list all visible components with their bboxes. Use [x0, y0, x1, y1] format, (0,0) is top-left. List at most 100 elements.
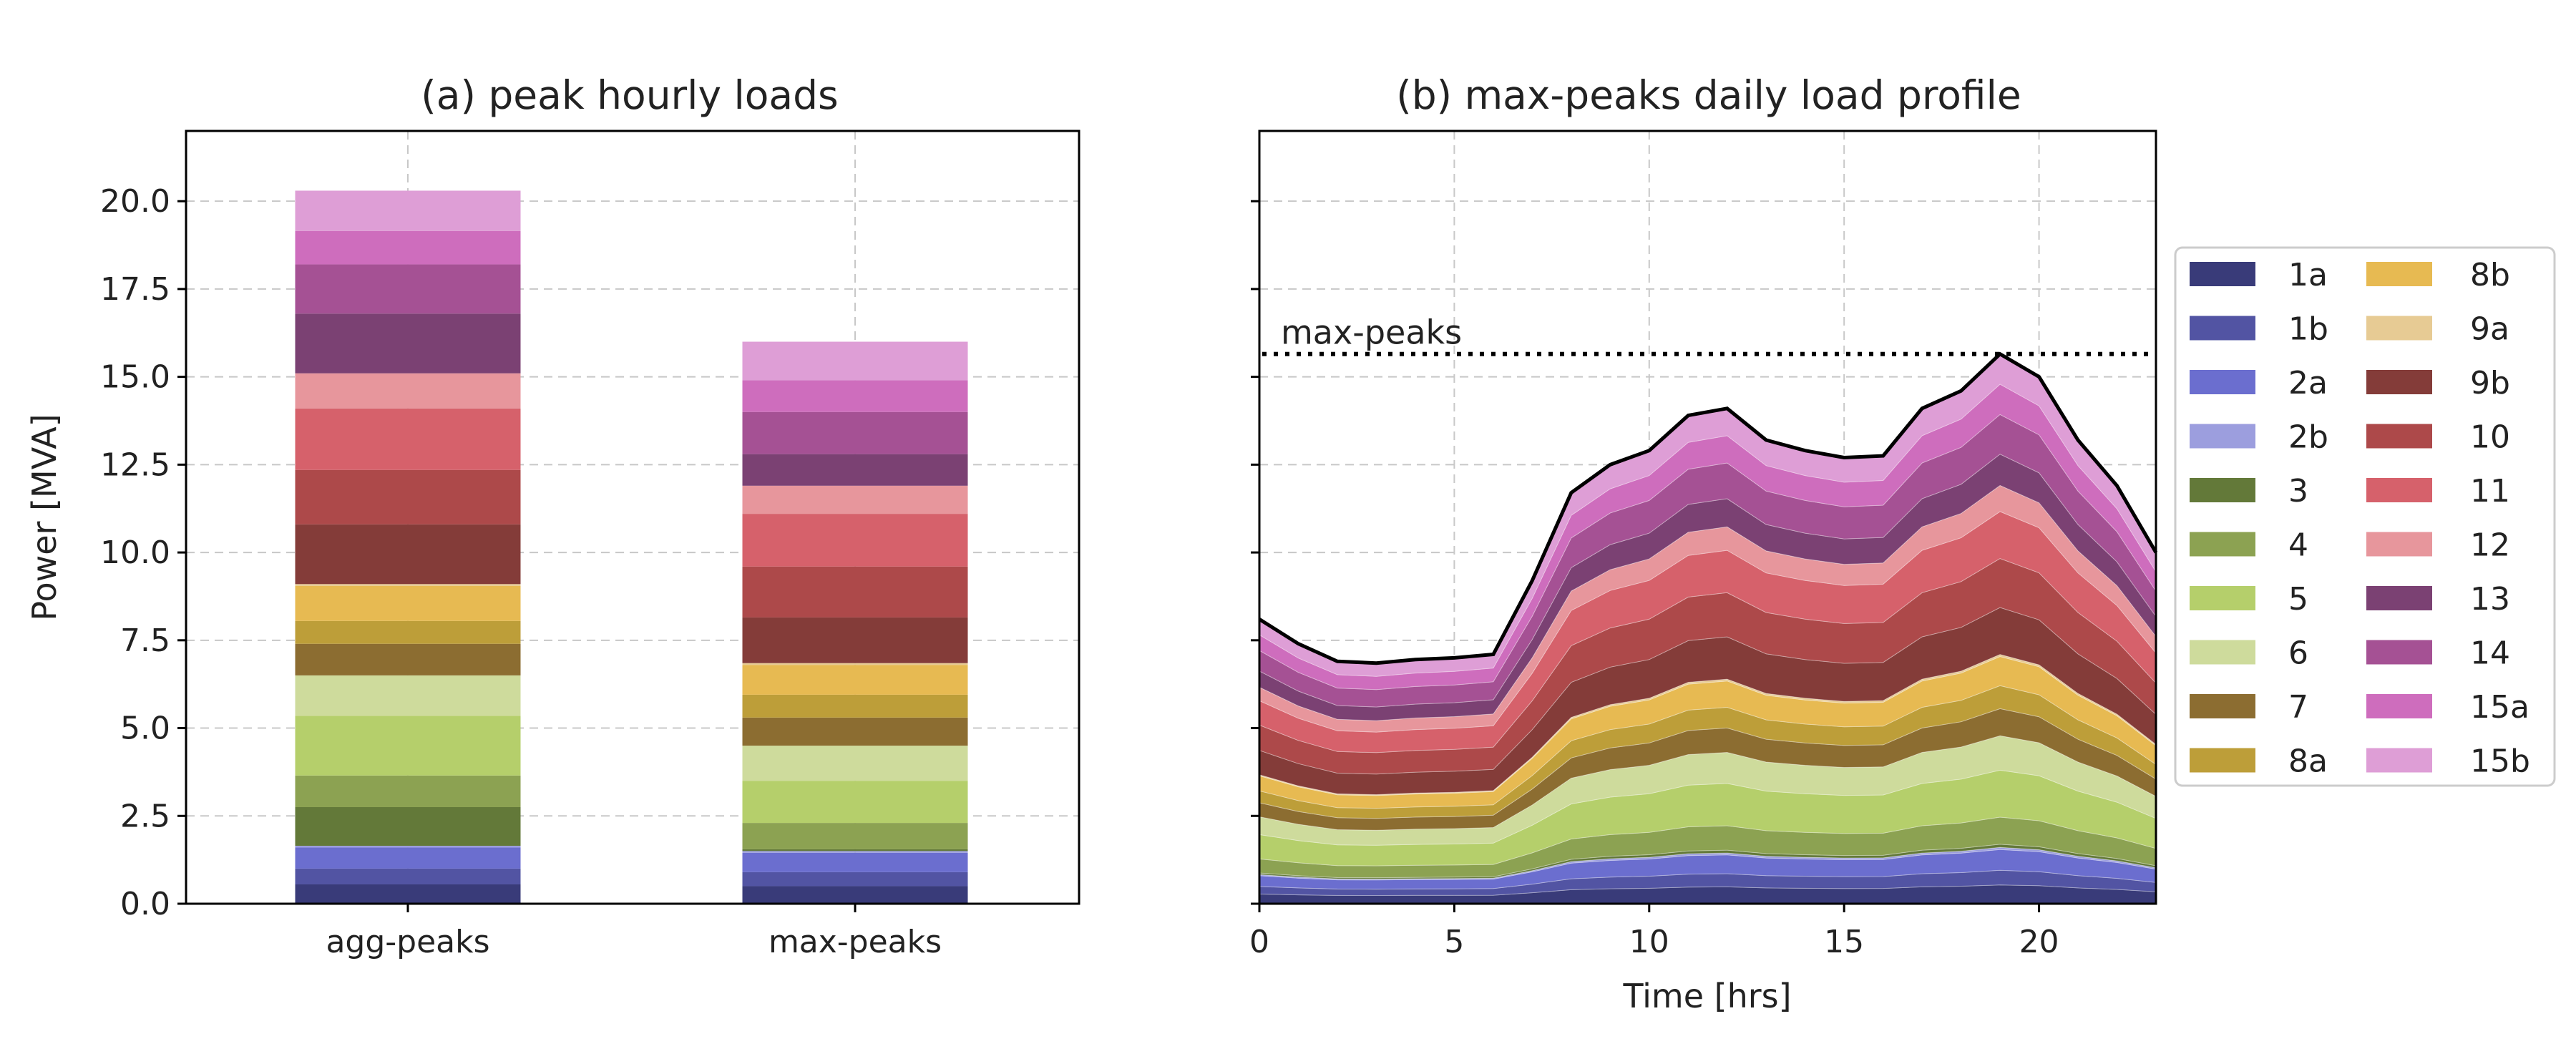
bar-segment-14 — [742, 411, 968, 454]
legend-swatch-15b — [2366, 748, 2432, 773]
panel-a-bar-chart: (a) peak hourly loads Power [MVA] 0.0 2.5… — [25, 72, 1080, 960]
legend-label-7: 7 — [2288, 689, 2308, 726]
chart-b-title: (b) max-peaks daily load profile — [1396, 72, 2021, 118]
legend-label-9b: 9b — [2470, 365, 2510, 401]
bar-segment-8b — [742, 665, 968, 695]
legend-swatch-2b — [2190, 424, 2255, 449]
chart-a-title: (a) peak hourly loads — [421, 72, 838, 118]
bar-segment-7 — [295, 643, 521, 675]
legend-label-3: 3 — [2288, 473, 2308, 509]
bar-segment-3 — [742, 849, 968, 851]
bar-segment-9a — [295, 584, 521, 586]
bar-segment-15a — [295, 230, 521, 265]
bar-segment-4 — [295, 775, 521, 807]
y-tick-label: 0.0 — [120, 886, 170, 922]
legend-swatch-7 — [2190, 694, 2255, 718]
y-tick-label: 10.0 — [100, 535, 170, 571]
bar-segment-2a — [742, 852, 968, 872]
legend-swatch-13 — [2366, 586, 2432, 610]
bar-segment-4 — [742, 823, 968, 849]
legend-swatch-10 — [2366, 424, 2432, 449]
chart-b-frame — [1258, 130, 2157, 905]
legend-swatch-6 — [2190, 640, 2255, 665]
x-tick-label: 15 — [1824, 924, 1864, 960]
bar-segment-9b — [295, 524, 521, 585]
legend-swatch-1a — [2190, 262, 2255, 286]
legend-label-6: 6 — [2288, 635, 2308, 672]
y-tick-label: 7.5 — [120, 623, 170, 659]
chart-a-frame — [185, 130, 1080, 905]
bar-segment-13 — [742, 454, 968, 486]
chart-legend: 1a 1b 2a 2b 3 4 5 6 7 8a 8b 9a 9b 10 11 12 13 14 15a 15b — [2174, 246, 2556, 787]
chart-b-yticks — [1251, 200, 1259, 905]
y-tick-label: 12.5 — [100, 446, 170, 483]
legend-label-2a: 2a — [2288, 365, 2328, 401]
legend-label-15a: 15a — [2470, 689, 2529, 726]
legend-swatch-8b — [2366, 262, 2432, 286]
legend-label-11: 11 — [2470, 473, 2510, 509]
legend-swatch-4 — [2190, 532, 2255, 557]
legend-swatch-5 — [2190, 586, 2255, 610]
legend-label-2b: 2b — [2288, 419, 2328, 456]
bar-segment-9b — [742, 617, 968, 663]
bar-segment-11 — [295, 408, 521, 470]
legend-label-13: 13 — [2470, 581, 2510, 618]
legend-label-1b: 1b — [2288, 311, 2328, 348]
bar-segment-2b — [295, 846, 521, 848]
chart-a-yticks: 0.0 2.5 5.0 7.5 10.0 12.5 15.0 17.5 20.0 — [100, 183, 186, 922]
legend-label-9a: 9a — [2470, 311, 2509, 348]
bar-segment-10 — [295, 469, 521, 524]
bar-segment-15b — [742, 341, 968, 381]
bar-segment-3 — [295, 807, 521, 846]
legend-label-10: 10 — [2470, 419, 2510, 456]
chart-b-total-line — [1258, 351, 2158, 665]
bar-segment-6 — [742, 746, 968, 781]
legend-label-8a: 8a — [2288, 743, 2328, 780]
legend-label-15b: 15b — [2470, 743, 2530, 780]
bar-segment-12 — [295, 373, 521, 409]
bar-segment-5 — [295, 716, 521, 776]
x-tick-label: agg-peaks — [326, 924, 489, 960]
bar-segment-7 — [742, 717, 968, 746]
bar-segment-10 — [742, 566, 968, 618]
legend-label-8b: 8b — [2470, 257, 2510, 293]
bar-segment-15a — [742, 380, 968, 412]
chart-b-areas — [1259, 353, 2157, 904]
chart-a-bars — [295, 190, 968, 904]
legend-frame — [2174, 246, 2556, 787]
bar-segment-15b — [295, 190, 521, 231]
legend-swatch-12 — [2366, 532, 2432, 557]
bar-segment-1b — [295, 868, 521, 884]
legend-label-5: 5 — [2288, 581, 2308, 618]
x-tick-label: 10 — [1629, 924, 1669, 960]
bar-segment-2a — [295, 847, 521, 869]
legend-swatch-15a — [2366, 694, 2432, 718]
bar-segment-13 — [295, 313, 521, 374]
y-tick-label: 5.0 — [120, 711, 170, 747]
y-tick-label: 15.0 — [100, 359, 170, 396]
legend-swatch-14 — [2366, 640, 2432, 665]
legend-swatch-1b — [2190, 316, 2255, 341]
legend-label-14: 14 — [2470, 635, 2510, 672]
bar-segment-1b — [742, 872, 968, 887]
y-tick-label: 20.0 — [100, 183, 170, 220]
bar-segment-5 — [742, 781, 968, 824]
bar-segment-14 — [295, 264, 521, 314]
legend-swatch-11 — [2366, 478, 2432, 502]
chart-a-xticks: agg-peaks max-peaks — [326, 904, 942, 960]
bar-segment-8b — [295, 585, 521, 621]
x-tick-label: max-peaks — [769, 924, 942, 960]
legend-swatch-8a — [2190, 748, 2255, 773]
bar-segment-8a — [295, 620, 521, 644]
panel-b-area-chart: (b) max-peaks daily load profile max-pea… — [1249, 72, 2158, 1015]
x-tick-label: 0 — [1249, 924, 1269, 960]
bar-segment-12 — [742, 485, 968, 514]
bar-segment-8a — [742, 694, 968, 718]
x-tick-label: 20 — [2019, 924, 2059, 960]
legend-swatch-9a — [2366, 316, 2432, 341]
bar-segment-2b — [742, 851, 968, 853]
max-peaks-annotation: max-peaks — [1281, 313, 1462, 352]
chart-b-xticks: 0 5 10 15 20 — [1249, 904, 2059, 960]
legend-label-1a: 1a — [2288, 257, 2328, 293]
